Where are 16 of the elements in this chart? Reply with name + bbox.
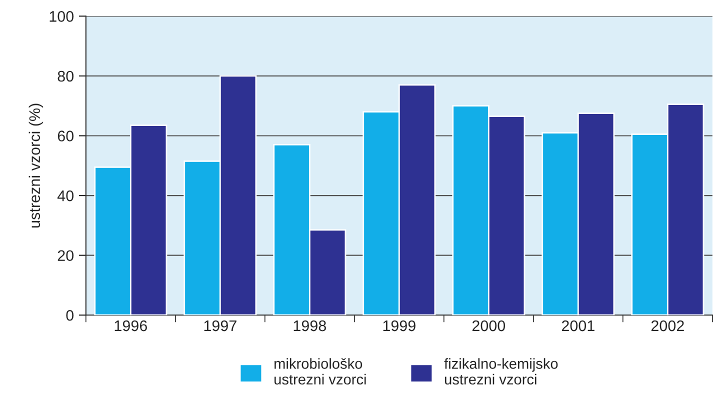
y-axis-title: ustrezni vzorci (%)	[28, 104, 44, 228]
y-tick-label: 100	[50, 11, 74, 22]
x-tick-label: 1997	[204, 320, 236, 332]
legend-label: mikrobiološko ustrezni vzorci	[274, 358, 366, 385]
y-tick-label: 0	[66, 310, 74, 321]
y-tick-label: 20	[58, 250, 74, 262]
x-tick-label: 2000	[472, 320, 506, 332]
legend-label: fizikalno-kemijsko ustrezni vzorci	[444, 358, 558, 385]
x-tick-label: 2002	[651, 320, 684, 332]
x-tick-label: 1996	[114, 320, 147, 332]
y-tick-label: 40	[57, 190, 74, 202]
y-tick-label: 60	[58, 130, 74, 142]
x-tick-label: 1999	[383, 320, 416, 332]
x-tick-label: 2001	[562, 320, 594, 332]
y-tick-label: 80	[58, 70, 74, 82]
x-tick-label: 1998	[294, 320, 326, 332]
